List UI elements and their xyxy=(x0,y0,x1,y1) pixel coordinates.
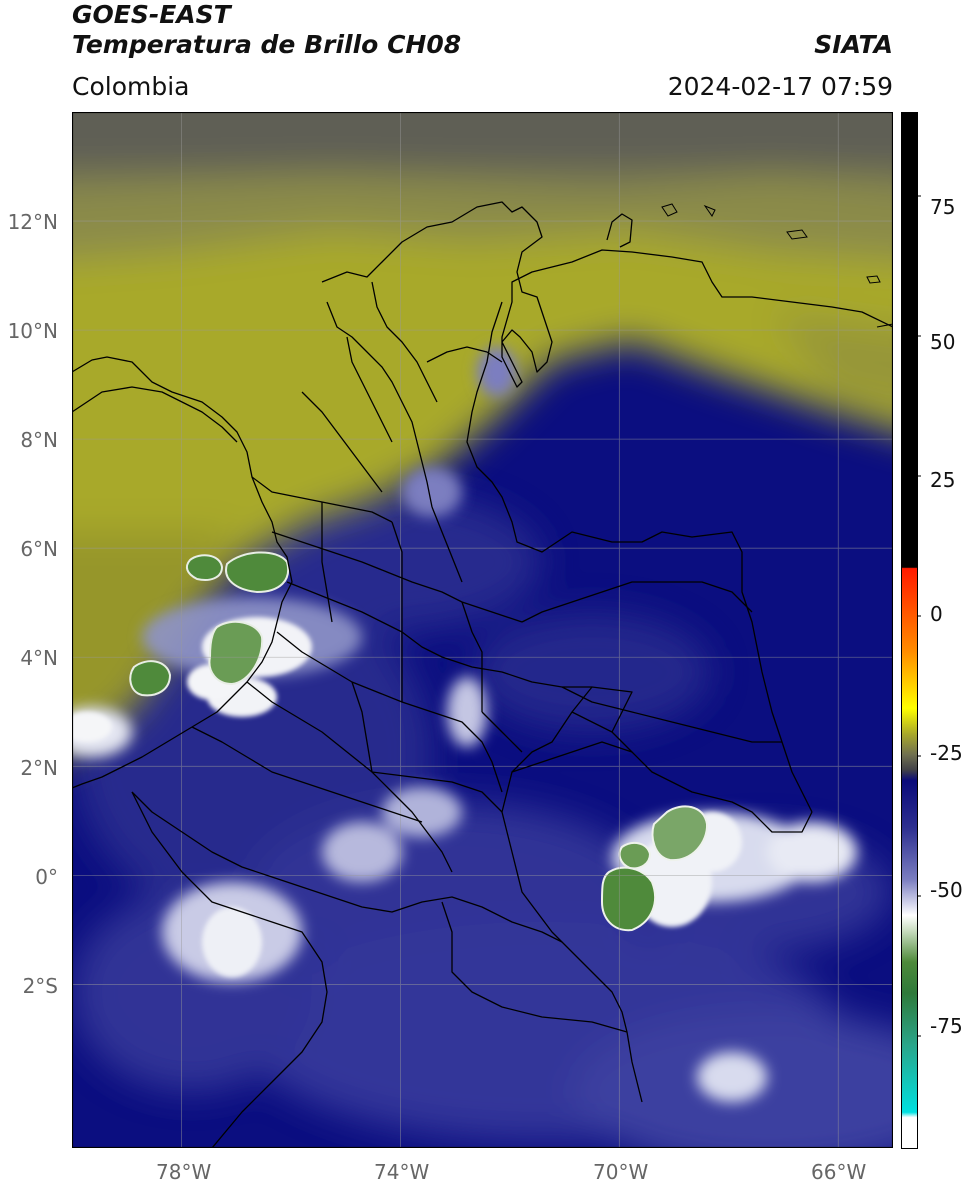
colorbar-tick-label: -75 xyxy=(930,1014,963,1038)
lat-tick-label: 2°S xyxy=(22,974,58,998)
product-title: Temperatura de Brillo CH08 xyxy=(72,30,462,59)
lon-tick-label: 66°W xyxy=(811,1160,867,1184)
lat-tick-label: 12°N xyxy=(7,210,58,234)
colorbar-ticks xyxy=(917,195,921,1037)
lon-tick-label: 78°W xyxy=(156,1160,212,1184)
lon-tick-label: 74°W xyxy=(374,1160,430,1184)
lat-axis: 12°N 10°N 8°N 6°N 4°N 2°N 0° 2°S xyxy=(0,112,66,1148)
colorbar-tick-label: -50 xyxy=(930,878,963,902)
colorbar-tick-label: -25 xyxy=(930,741,963,765)
lat-tick-label: 6°N xyxy=(20,537,58,561)
lat-tick-label: 0° xyxy=(35,865,58,889)
institution-label: SIATA xyxy=(814,30,893,59)
satellite-title: GOES-EAST xyxy=(72,0,231,29)
colorbar-tick-label: 0 xyxy=(930,602,943,626)
colorbar-gradient xyxy=(901,112,918,1149)
colorbar-tick-label: 75 xyxy=(930,195,956,219)
colorbar-tick-label: 25 xyxy=(930,468,956,492)
datetime-label: 2024-02-17 07:59 xyxy=(667,72,893,101)
coldest-cloud-cores xyxy=(129,551,709,932)
colorbar xyxy=(901,112,921,1149)
region-label: Colombia xyxy=(72,72,190,101)
graticule xyxy=(72,112,893,1148)
country-borders xyxy=(72,201,893,1148)
lat-tick-label: 2°N xyxy=(20,756,58,780)
lat-tick-label: 8°N xyxy=(20,428,58,452)
lat-tick-label: 10°N xyxy=(7,319,58,343)
satellite-map xyxy=(72,112,893,1148)
map-frame xyxy=(72,112,893,1148)
colorbar-tick-label: 50 xyxy=(930,330,956,354)
lon-tick-label: 70°W xyxy=(593,1160,649,1184)
lat-tick-label: 4°N xyxy=(20,646,58,670)
islands xyxy=(661,203,893,328)
